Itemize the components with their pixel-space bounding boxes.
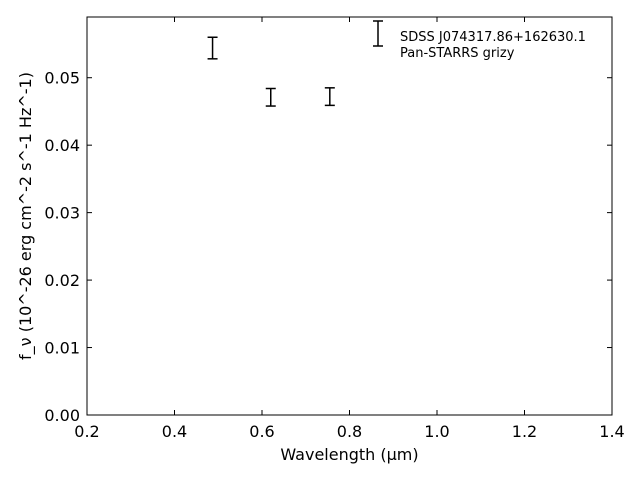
y-tick-label: 0.05 [44, 69, 80, 88]
x-tick-label: 0.4 [162, 422, 187, 441]
data-point [207, 36, 218, 60]
legend: SDSS J074317.86+162630.1 Pan-STARRS griz… [373, 20, 586, 61]
y-axis: 0.00 0.01 0.02 0.03 0.04 0.05 [44, 69, 612, 425]
data-point [324, 87, 335, 107]
legend-errorbar [373, 20, 383, 47]
legend-text-object: SDSS J074317.86+162630.1 [400, 30, 586, 45]
y-tick-label: 0.01 [44, 339, 80, 358]
x-tick-label: 1.2 [512, 422, 537, 441]
y-tick-label: 0.02 [44, 271, 80, 290]
data-series [207, 36, 335, 107]
x-axis: 0.2 0.4 0.6 0.8 1.0 1.2 1.4 [74, 17, 625, 441]
y-tick-label: 0.00 [44, 406, 80, 425]
y-axis-label: f_ν (10^-26 erg cm^-2 s^-1 Hz^-1) [16, 72, 36, 360]
data-point [265, 87, 276, 107]
x-tick-label: 1.4 [599, 422, 624, 441]
y-tick-label: 0.04 [44, 136, 80, 155]
plot-area: 0.2 0.4 0.6 0.8 1.0 1.2 1.4 0.000.010.020.030.… [44, 16, 625, 441]
x-tick-label: 1.0 [424, 422, 449, 441]
x-tick-label: 0.6 [249, 422, 274, 441]
x-tick-label: 0.2 [74, 422, 99, 441]
legend-text-series: Pan-STARRS grizy [400, 46, 515, 61]
x-axis-label: Wavelength (μm) [280, 445, 418, 464]
legend-marker-icon [373, 20, 383, 47]
x-tick-label: 0.8 [337, 422, 362, 441]
y-tick-label: 0.03 [44, 204, 80, 223]
